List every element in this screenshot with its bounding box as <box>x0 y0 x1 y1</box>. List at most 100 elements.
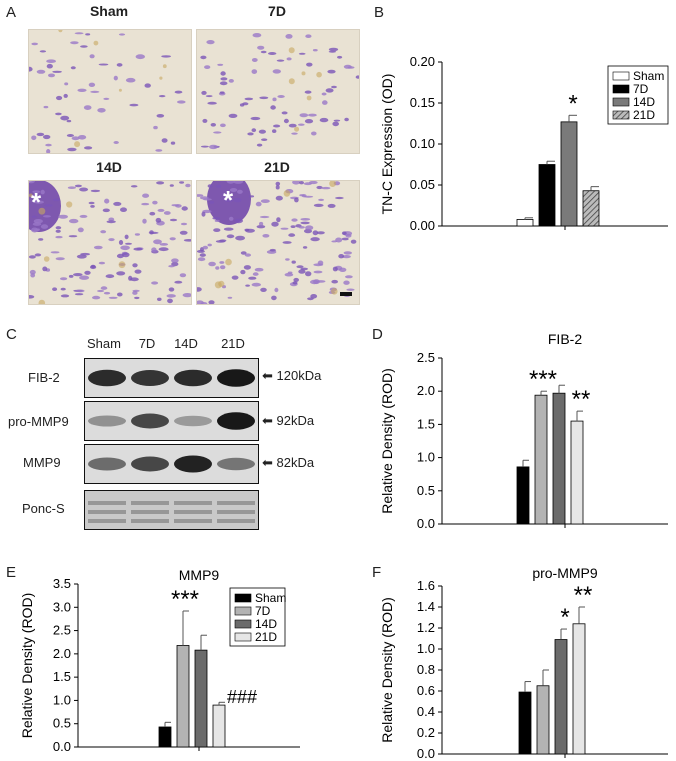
micrograph-21d: * <box>196 180 360 305</box>
blot-kda-text: 120kDa <box>276 368 322 383</box>
blot-band <box>88 457 126 471</box>
chart-title: MMP9 <box>179 567 220 583</box>
blot-band <box>88 510 126 514</box>
y-tick-label: 0.05 <box>410 177 435 192</box>
blot-band <box>88 415 126 427</box>
chart-title: FIB-2 <box>548 331 582 347</box>
legend-label: Sham <box>255 591 286 605</box>
blot-band <box>174 369 212 387</box>
legend-swatch <box>234 619 252 629</box>
blot-band <box>88 501 126 505</box>
micrograph-label-21d: 21D <box>264 159 290 175</box>
y-tick-label: 3.5 <box>53 576 71 591</box>
blot-band-row <box>84 401 259 441</box>
significance-marker: * <box>560 604 569 631</box>
panel-letter-c: C <box>6 326 17 343</box>
legend-label: 21D <box>255 630 277 644</box>
chart-e: MMP9 Relative Density (ROD) 0.0 0.5 1.0 1.5 2.… <box>19 567 300 754</box>
y-tick-label: 0.4 <box>417 704 435 719</box>
y-tick-label: 2.5 <box>53 623 71 638</box>
y-tick-label: 0.20 <box>410 54 435 69</box>
legend-label: Sham <box>633 69 664 83</box>
arrow-left-icon: ⬅ <box>262 455 273 470</box>
y-tick-label: 0.5 <box>417 483 435 498</box>
legend-label: 14D <box>255 617 277 631</box>
y-tick-label: 2.0 <box>53 646 71 661</box>
bar <box>518 691 532 755</box>
legend-swatch <box>234 593 252 603</box>
blot-band <box>174 519 212 523</box>
blot-band <box>88 369 126 387</box>
bar <box>582 190 600 227</box>
panel-letter-a: A <box>6 4 17 21</box>
y-axis-label: Relative Density (ROD) <box>379 597 395 742</box>
chart-d: FIB-2 Relative Density (ROD) 0.0 0.5 1.0 1.5 2… <box>379 331 668 531</box>
panel-letter-b: B <box>374 4 385 21</box>
y-tick-label: 1.0 <box>417 450 435 465</box>
legend-label: 14D <box>633 95 655 109</box>
legend-swatch <box>234 632 252 642</box>
blot-band <box>174 510 212 514</box>
panel-letter-d: D <box>372 326 383 343</box>
y-tick-label: 1.0 <box>417 641 435 656</box>
y-tick-label: 2.5 <box>417 350 435 365</box>
bar <box>538 164 556 227</box>
legend-swatch <box>612 84 630 94</box>
arrow-left-icon: ⬅ <box>262 413 273 428</box>
blot-kda-text: 92kDa <box>276 413 315 428</box>
blot-kda-text: 82kDa <box>276 455 315 470</box>
bar <box>194 649 208 748</box>
chart-b: TN-C Expression (OD) 0.00 0.05 0.10 0.15 0.20… <box>379 54 669 233</box>
y-axis-label: Relative Density (ROD) <box>379 368 395 513</box>
y-tick-label: 0.8 <box>417 662 435 677</box>
blot-kda-label: ⬅ 82kDa <box>262 455 314 471</box>
blot-band <box>131 519 169 523</box>
y-tick-label: 1.4 <box>417 599 435 614</box>
blot-row-label: FIB-2 <box>28 370 60 385</box>
y-tick-label: 1.0 <box>53 692 71 707</box>
blot-band-row <box>84 490 259 530</box>
y-tick-label: 3.0 <box>53 599 71 614</box>
y-tick-label: 1.2 <box>417 620 435 635</box>
y-tick-label: 1.5 <box>417 416 435 431</box>
bar <box>516 466 530 525</box>
y-tick-label: 1.5 <box>53 669 71 684</box>
blot-band <box>131 413 169 429</box>
significance-marker: ** <box>574 582 593 609</box>
micrograph-texture <box>197 181 357 304</box>
y-tick-label: 2.0 <box>417 383 435 398</box>
bar <box>572 623 586 755</box>
significance-marker: ** <box>572 386 591 413</box>
chart-title: pro-MMP9 <box>532 565 598 581</box>
significance-marker: *** <box>529 366 557 393</box>
blot-band-row <box>84 444 259 484</box>
y-tick-label: 1.6 <box>417 578 435 593</box>
blot-band <box>131 510 169 514</box>
y-tick-label: 0.0 <box>417 516 435 531</box>
blot-row-label: MMP9 <box>23 455 61 470</box>
bar <box>554 639 568 755</box>
bar <box>158 726 172 748</box>
y-axis-label: Relative Density (ROD) <box>19 593 35 738</box>
blot-band <box>174 415 212 427</box>
blot-band-svg <box>85 402 258 440</box>
blot-band <box>131 501 169 505</box>
bar <box>552 392 566 525</box>
blot-row-label: Ponc-S <box>22 501 65 516</box>
blot-band <box>217 412 255 430</box>
legend-swatch <box>612 97 630 107</box>
bar <box>516 219 534 227</box>
blot-band <box>88 519 126 523</box>
blot-band <box>131 456 169 472</box>
panel-letter-e: E <box>6 564 17 581</box>
y-tick-label: 0.5 <box>53 716 71 731</box>
legend-swatch <box>612 110 630 120</box>
micrograph-asterisk-14d: * <box>31 187 42 217</box>
y-tick-label: 0.0 <box>53 739 71 754</box>
blot-lane-label: 7D <box>138 336 156 351</box>
y-tick-label: 0.00 <box>410 218 435 233</box>
y-axis-label: TN-C Expression (OD) <box>379 74 395 215</box>
blot-lane-label: Sham <box>87 336 121 351</box>
blot-band-svg <box>85 445 258 483</box>
blot-kda-label: ⬅ 120kDa <box>262 368 321 384</box>
